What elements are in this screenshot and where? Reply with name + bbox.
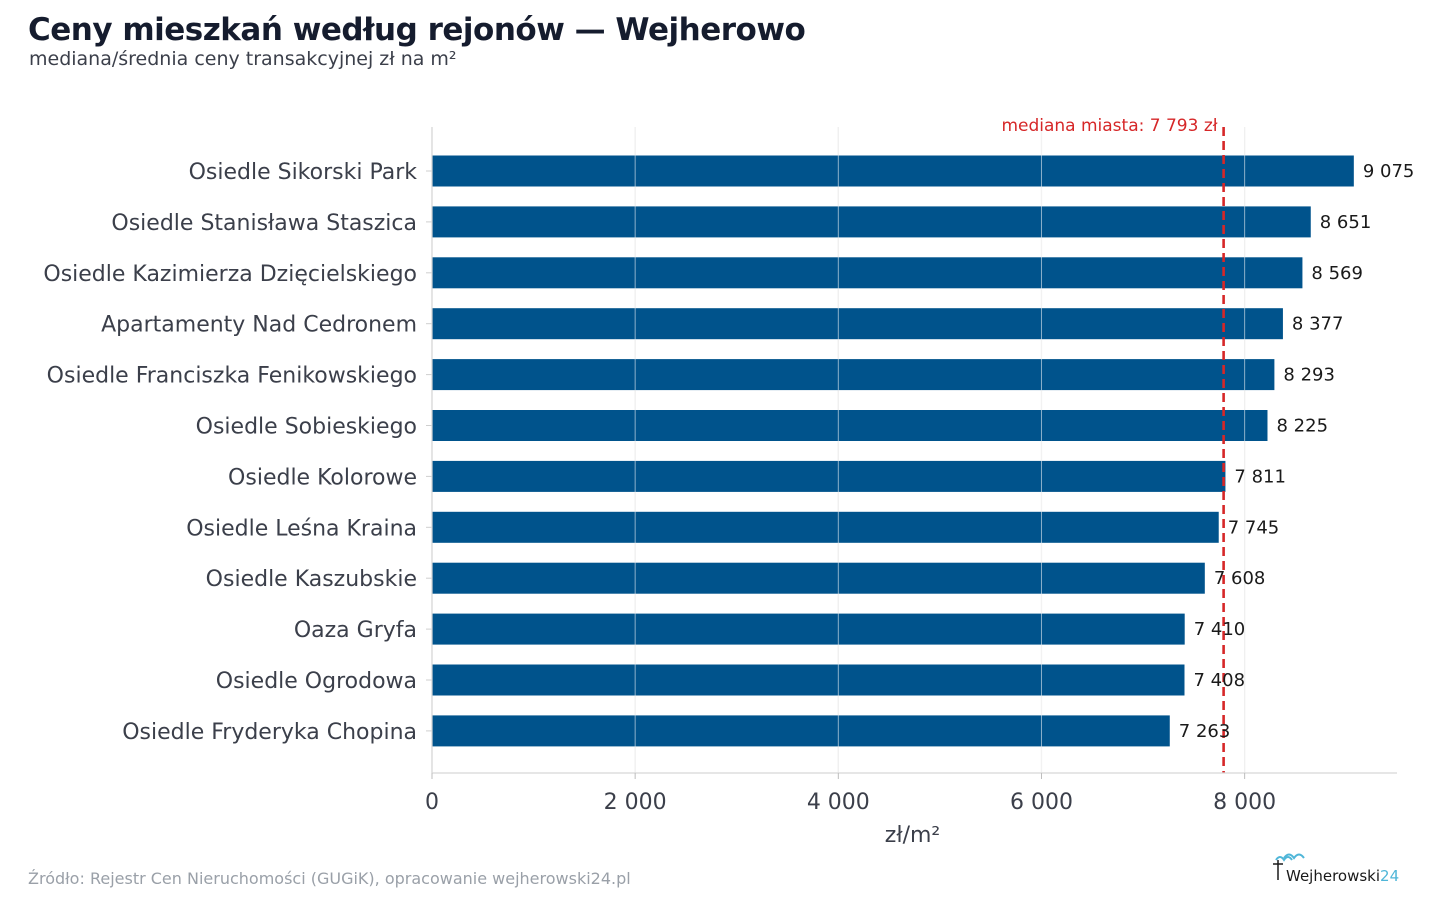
logo-mark-icon (1273, 853, 1305, 880)
bar (432, 359, 1275, 391)
bar (432, 562, 1205, 594)
category-label: Osiedle Ogrodowa (216, 669, 417, 694)
category-label: Osiedle Stanisława Staszica (111, 211, 417, 236)
bar (432, 257, 1303, 289)
category-label: Osiedle Sobieskiego (196, 415, 417, 440)
value-label: 8 569 (1311, 263, 1363, 284)
category-label: Osiedle Leśna Kraina (186, 516, 417, 541)
x-tick-label: 4 000 (807, 790, 870, 815)
category-label: Osiedle Kazimierza Dzięcielskiego (43, 262, 417, 287)
value-labels: 9 075 8 651 8 569 8 377 8 293 8 225 7 811 7 745… (1179, 161, 1415, 742)
bar (432, 511, 1219, 543)
bar (432, 715, 1170, 747)
category-label: Oaza Gryfa (294, 618, 417, 643)
value-label: 7 608 (1214, 568, 1266, 589)
value-label: 9 075 (1363, 161, 1415, 182)
bar (432, 613, 1185, 645)
chart-title: Ceny mieszkań według rejonów — Wejherowo (28, 12, 806, 48)
value-label: 8 377 (1292, 314, 1344, 335)
category-label: Osiedle Fryderyka Chopina (122, 720, 417, 745)
value-label: 7 811 (1234, 466, 1286, 487)
category-label: Osiedle Franciszka Fenikowskiego (47, 364, 417, 389)
value-label: 8 293 (1283, 365, 1335, 386)
x-tick-label: 0 (425, 790, 439, 815)
category-label: Osiedle Sikorski Park (189, 160, 418, 185)
bar (432, 308, 1283, 340)
bar (432, 206, 1311, 238)
median-line-label: mediana miasta: 7 793 zł (1001, 116, 1217, 136)
bar (432, 460, 1226, 492)
value-label: 7 263 (1179, 721, 1231, 742)
value-label: 8 651 (1320, 212, 1372, 233)
x-axis-title: zł/m² (885, 823, 940, 848)
x-tick-label: 8 000 (1213, 790, 1276, 815)
chart-subtitle: mediana/średnia ceny transakcyjnej zł na… (29, 48, 457, 70)
source-note: Źródło: Rejestr Cen Nieruchomości (GUGiK… (28, 869, 631, 888)
value-label: 7 410 (1194, 619, 1246, 640)
category-labels: Osiedle Sikorski Park Osiedle Stanisława … (43, 160, 432, 745)
logo-text: Wejherowski24 (1286, 867, 1400, 885)
bar (432, 410, 1268, 441)
bar (432, 664, 1185, 696)
category-label: Osiedle Kaszubskie (206, 567, 417, 592)
x-tick-label: 2 000 (604, 790, 667, 815)
value-label: 8 225 (1276, 416, 1328, 437)
bars (432, 127, 1354, 773)
category-label: Apartamenty Nad Cedronem (101, 313, 417, 338)
x-tick-label: 6 000 (1010, 790, 1073, 815)
value-label: 7 408 (1193, 670, 1245, 691)
value-label: 7 745 (1228, 517, 1280, 538)
x-axis: 0 2 000 4 000 6 000 8 000 zł/m² (425, 127, 1397, 848)
wejherowski24-logo: Wejherowski24 (1268, 850, 1413, 890)
bar (432, 155, 1354, 187)
category-label: Osiedle Kolorowe (228, 465, 417, 490)
median-line-group: mediana miasta: 7 793 zł (1001, 116, 1225, 773)
